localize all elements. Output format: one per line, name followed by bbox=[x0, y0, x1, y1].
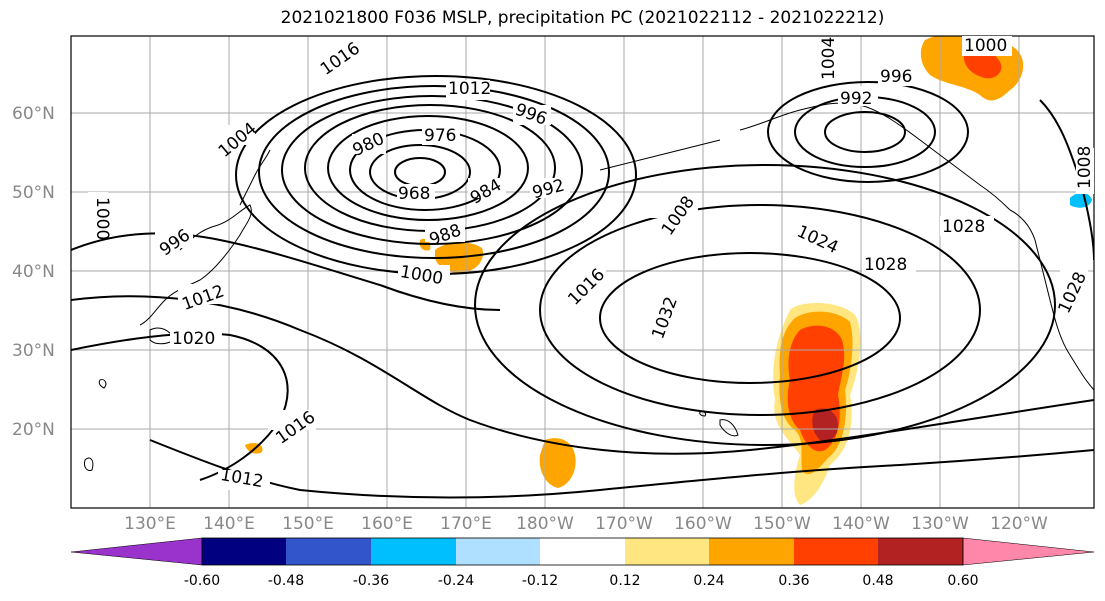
graticule bbox=[71, 36, 1094, 508]
precip-south bbox=[539, 438, 576, 488]
lon-label: 150°W bbox=[753, 514, 811, 534]
isobar-label: 1020 bbox=[172, 329, 215, 349]
lat-label: 40°N bbox=[12, 262, 55, 282]
colorbar-tick-label: 0.12 bbox=[609, 573, 641, 589]
colorbar-tick-label: -0.36 bbox=[352, 573, 390, 589]
isobar-label: 968 bbox=[398, 184, 430, 204]
lon-label: 130°W bbox=[911, 514, 969, 534]
lon-label: 120°W bbox=[990, 514, 1048, 534]
colorbar-segment bbox=[709, 538, 794, 565]
map-title: 2021021800 F036 MSLP, precipitation PC (… bbox=[280, 8, 885, 28]
isobar-label: 1012 bbox=[448, 79, 491, 99]
isobar-label: 1000 bbox=[92, 197, 112, 240]
colorbar-tick-label: 0.48 bbox=[862, 573, 894, 589]
colorbar-segment bbox=[202, 538, 286, 565]
isobar-label: 1028 bbox=[942, 217, 985, 237]
colorbar-tick-label: -0.24 bbox=[437, 573, 475, 589]
colorbar-tick-label: 0.36 bbox=[778, 573, 810, 589]
colorbar-segment bbox=[456, 538, 540, 565]
precip-central-pacific-veryheavy bbox=[812, 408, 838, 441]
colorbar-tick-label: -0.60 bbox=[183, 573, 221, 589]
isobar-label: 1008 bbox=[1075, 146, 1095, 189]
colorbar-segment bbox=[286, 538, 371, 565]
precip-east bbox=[1070, 192, 1092, 208]
colorbar-tick-label: 0.24 bbox=[693, 573, 725, 589]
lon-label: 170°W bbox=[595, 514, 653, 534]
colorbar-segment bbox=[625, 538, 709, 565]
isobars bbox=[71, 75, 1094, 499]
colorbar-segment bbox=[878, 538, 963, 565]
lat-label: 20°N bbox=[12, 420, 55, 440]
isobar-label: 1024 bbox=[794, 222, 842, 258]
isobar-label: 1016 bbox=[317, 38, 364, 79]
colorbar-tick-label: 0.60 bbox=[947, 573, 979, 589]
colorbar-segment bbox=[540, 538, 625, 565]
lon-label: 140°W bbox=[832, 514, 890, 534]
lat-label: 30°N bbox=[12, 341, 55, 361]
lon-label: 130°E bbox=[124, 514, 176, 534]
lon-label: 140°E bbox=[203, 514, 255, 534]
colorbar-tick-label: -0.48 bbox=[267, 573, 305, 589]
colorbar-segment bbox=[371, 538, 456, 565]
colorbar bbox=[70, 537, 1095, 566]
isobar-label: 1000 bbox=[964, 36, 1007, 56]
lon-label: 160°E bbox=[361, 514, 413, 534]
lat-label: 60°N bbox=[12, 104, 55, 124]
isobar-label: 992 bbox=[840, 89, 872, 109]
isobar-label: 996 bbox=[880, 67, 912, 87]
isobar-label: 980 bbox=[350, 129, 388, 161]
lat-label: 50°N bbox=[12, 183, 55, 203]
colorbar-tick-label: -0.12 bbox=[521, 573, 559, 589]
colorbar-segment bbox=[794, 538, 878, 565]
isobar-label: 1004 bbox=[819, 37, 839, 80]
lon-label: 160°W bbox=[674, 514, 732, 534]
lon-label: 180°W bbox=[516, 514, 574, 534]
isobar-label: 976 bbox=[424, 126, 456, 146]
lon-label: 170°E bbox=[440, 514, 492, 534]
lon-label: 150°E bbox=[282, 514, 334, 534]
colorbar-low-extend bbox=[70, 537, 203, 566]
isobar-label: 1028 bbox=[864, 255, 907, 275]
coastlines bbox=[84, 102, 1094, 471]
colorbar-high-extend bbox=[962, 537, 1095, 566]
